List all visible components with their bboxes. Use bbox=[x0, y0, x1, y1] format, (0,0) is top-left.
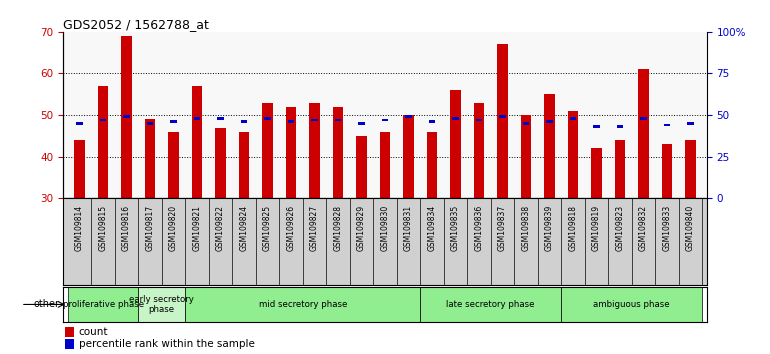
Text: GSM109826: GSM109826 bbox=[286, 205, 296, 251]
Text: GSM109822: GSM109822 bbox=[216, 205, 225, 251]
Bar bbox=[100, 119, 106, 121]
Bar bbox=[661, 144, 672, 323]
Text: GSM109819: GSM109819 bbox=[592, 205, 601, 251]
Bar bbox=[216, 127, 226, 323]
Bar bbox=[593, 125, 600, 128]
Bar bbox=[476, 119, 482, 121]
Bar bbox=[641, 117, 647, 120]
Text: GSM109830: GSM109830 bbox=[380, 205, 390, 251]
Bar bbox=[288, 120, 294, 123]
Bar bbox=[74, 140, 85, 323]
Bar bbox=[76, 122, 82, 125]
Bar bbox=[311, 119, 318, 121]
Bar bbox=[65, 339, 74, 349]
Bar bbox=[68, 287, 139, 322]
Text: GSM109814: GSM109814 bbox=[75, 205, 84, 251]
Text: GSM109833: GSM109833 bbox=[662, 205, 671, 251]
Bar bbox=[523, 122, 529, 125]
Text: GSM109825: GSM109825 bbox=[263, 205, 272, 251]
Text: GSM109823: GSM109823 bbox=[615, 205, 624, 251]
Text: late secretory phase: late secretory phase bbox=[447, 300, 535, 309]
Bar bbox=[217, 117, 224, 120]
Text: GSM109829: GSM109829 bbox=[357, 205, 366, 251]
Bar bbox=[169, 132, 179, 323]
Text: GSM109824: GSM109824 bbox=[239, 205, 249, 251]
Bar bbox=[688, 122, 694, 125]
Text: GSM109838: GSM109838 bbox=[521, 205, 531, 251]
Text: GSM109815: GSM109815 bbox=[99, 205, 108, 251]
Text: GSM109821: GSM109821 bbox=[192, 205, 202, 251]
Bar bbox=[98, 86, 109, 323]
Text: GSM109828: GSM109828 bbox=[333, 205, 343, 251]
Bar bbox=[664, 124, 670, 126]
Bar bbox=[497, 44, 507, 323]
Bar bbox=[358, 122, 365, 125]
Bar bbox=[241, 120, 247, 123]
Bar bbox=[685, 140, 696, 323]
Bar bbox=[65, 327, 74, 337]
Text: GSM109834: GSM109834 bbox=[427, 205, 437, 251]
Text: GSM109820: GSM109820 bbox=[169, 205, 178, 251]
Text: GDS2052 / 1562788_at: GDS2052 / 1562788_at bbox=[63, 18, 209, 31]
Text: proliferative phase: proliferative phase bbox=[62, 300, 144, 309]
Text: GSM109832: GSM109832 bbox=[639, 205, 648, 251]
Bar bbox=[239, 132, 249, 323]
Bar bbox=[614, 140, 625, 323]
Bar bbox=[147, 122, 153, 125]
Bar bbox=[382, 119, 388, 121]
Bar bbox=[452, 117, 459, 120]
Bar bbox=[429, 120, 435, 123]
Bar bbox=[123, 115, 129, 118]
Bar bbox=[380, 132, 390, 323]
Text: GSM109839: GSM109839 bbox=[545, 205, 554, 251]
Bar bbox=[561, 287, 702, 322]
Bar bbox=[264, 117, 271, 120]
Text: GSM109836: GSM109836 bbox=[474, 205, 484, 251]
Text: percentile rank within the sample: percentile rank within the sample bbox=[79, 339, 255, 349]
Text: GSM109817: GSM109817 bbox=[146, 205, 155, 251]
Text: other: other bbox=[33, 299, 59, 309]
Bar bbox=[544, 94, 554, 323]
Bar bbox=[617, 125, 623, 128]
Bar bbox=[170, 120, 177, 123]
Bar bbox=[546, 120, 553, 123]
Bar bbox=[567, 111, 578, 323]
Bar bbox=[122, 36, 132, 323]
Bar bbox=[139, 287, 186, 322]
Bar bbox=[427, 132, 437, 323]
Bar bbox=[521, 115, 531, 323]
Bar bbox=[357, 136, 367, 323]
Bar bbox=[499, 115, 506, 118]
Text: GSM109840: GSM109840 bbox=[686, 205, 695, 251]
Bar bbox=[286, 107, 296, 323]
Text: GSM109816: GSM109816 bbox=[122, 205, 131, 251]
Text: GSM109835: GSM109835 bbox=[451, 205, 460, 251]
Text: GSM109831: GSM109831 bbox=[404, 205, 413, 251]
Text: count: count bbox=[79, 327, 109, 337]
Bar bbox=[335, 119, 341, 121]
Bar bbox=[405, 115, 412, 118]
Bar bbox=[570, 117, 576, 120]
Bar bbox=[591, 148, 601, 323]
Text: mid secretory phase: mid secretory phase bbox=[259, 300, 347, 309]
Bar bbox=[403, 115, 413, 323]
Bar bbox=[638, 69, 648, 323]
Text: GSM109827: GSM109827 bbox=[310, 205, 319, 251]
Bar bbox=[263, 103, 273, 323]
Bar bbox=[310, 103, 320, 323]
Text: ambiguous phase: ambiguous phase bbox=[594, 300, 670, 309]
Bar bbox=[145, 119, 156, 323]
Bar bbox=[192, 86, 203, 323]
Bar bbox=[420, 287, 561, 322]
Bar bbox=[194, 117, 200, 120]
Text: GSM109818: GSM109818 bbox=[568, 205, 578, 251]
Bar bbox=[333, 107, 343, 323]
Bar bbox=[186, 287, 420, 322]
Bar bbox=[474, 103, 484, 323]
Text: early secretory
phase: early secretory phase bbox=[129, 295, 194, 314]
Text: GSM109837: GSM109837 bbox=[498, 205, 507, 251]
Bar bbox=[450, 90, 460, 323]
